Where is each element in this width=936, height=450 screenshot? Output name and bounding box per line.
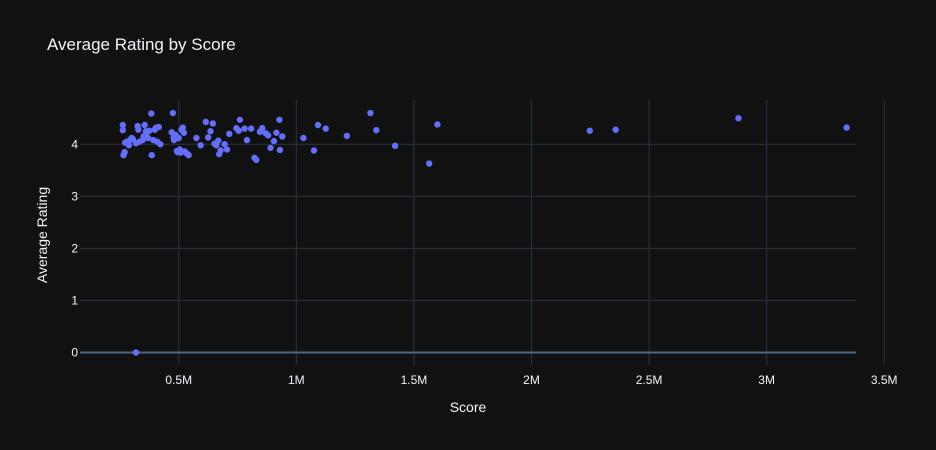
x-tick-label: 1.5M (401, 373, 428, 387)
data-point[interactable] (586, 127, 594, 134)
data-point[interactable] (253, 156, 260, 164)
data-point[interactable] (247, 125, 255, 132)
data-points (119, 109, 850, 356)
data-point[interactable] (169, 109, 177, 117)
data-point[interactable] (243, 136, 251, 144)
x-axis-title: Score (450, 399, 487, 415)
y-tick-label: 1 (71, 293, 78, 307)
y-tick-labels: 0 1 2 3 4 (71, 137, 78, 359)
data-point[interactable] (235, 127, 242, 134)
data-point[interactable] (267, 144, 274, 152)
data-point[interactable] (223, 146, 231, 153)
y-tick-label: 4 (71, 137, 78, 151)
data-point[interactable] (226, 130, 233, 138)
data-point[interactable] (612, 126, 619, 133)
data-point[interactable] (310, 147, 318, 154)
data-point[interactable] (270, 137, 278, 145)
data-point[interactable] (367, 109, 374, 117)
data-point[interactable] (373, 126, 380, 134)
x-tick-label: 3.5M (871, 373, 898, 387)
data-point[interactable] (217, 147, 224, 154)
data-point[interactable] (202, 118, 210, 126)
x-tick-label: 1M (288, 373, 305, 387)
data-point[interactable] (132, 349, 140, 356)
data-point[interactable] (193, 134, 200, 142)
data-point[interactable] (119, 121, 126, 129)
x-tick-label: 0.5M (165, 373, 192, 387)
data-point[interactable] (259, 124, 266, 132)
data-point[interactable] (148, 110, 155, 117)
data-point[interactable] (300, 134, 307, 142)
data-point[interactable] (157, 141, 164, 148)
x-tick-label: 3M (758, 373, 775, 387)
data-point[interactable] (121, 148, 128, 156)
data-point[interactable] (221, 141, 228, 148)
data-point[interactable] (434, 121, 441, 128)
data-point[interactable] (273, 129, 280, 136)
data-point[interactable] (843, 124, 850, 131)
data-point[interactable] (391, 142, 399, 150)
data-point[interactable] (426, 160, 433, 167)
y-tick-label: 2 (71, 241, 78, 255)
data-point[interactable] (175, 134, 182, 142)
data-point[interactable] (314, 121, 322, 129)
data-point[interactable] (264, 132, 272, 139)
data-point[interactable] (209, 120, 217, 127)
y-tick-label: 0 (71, 346, 78, 360)
data-point[interactable] (185, 151, 192, 159)
data-point[interactable] (179, 124, 186, 131)
chart-title: Average Rating by Score (47, 35, 236, 54)
data-point[interactable] (279, 133, 286, 140)
y-axis-title: Average Rating (34, 187, 50, 283)
data-point[interactable] (119, 126, 126, 134)
x-tick-label: 2M (523, 373, 540, 387)
data-point[interactable] (322, 125, 329, 132)
data-point[interactable] (276, 146, 284, 154)
data-point[interactable] (180, 129, 188, 136)
data-point[interactable] (241, 125, 248, 132)
data-point[interactable] (141, 121, 148, 129)
data-point[interactable] (236, 116, 244, 123)
x-tick-labels: 0.5M 1M 1.5M 2M 2.5M 3M 3.5M (165, 373, 897, 387)
grid-lines (80, 100, 885, 365)
data-point[interactable] (343, 132, 351, 140)
data-point[interactable] (148, 151, 155, 159)
data-point[interactable] (197, 142, 204, 149)
data-point[interactable] (215, 137, 222, 144)
data-point[interactable] (204, 134, 212, 141)
x-tick-label: 2.5M (636, 373, 663, 387)
data-point[interactable] (735, 115, 742, 122)
data-point[interactable] (146, 127, 153, 134)
data-point[interactable] (125, 142, 133, 149)
data-point[interactable] (276, 116, 283, 123)
data-point[interactable] (144, 134, 152, 142)
data-point[interactable] (155, 123, 162, 131)
data-point[interactable] (135, 126, 142, 133)
y-tick-label: 3 (71, 189, 78, 203)
data-point[interactable] (207, 128, 214, 135)
